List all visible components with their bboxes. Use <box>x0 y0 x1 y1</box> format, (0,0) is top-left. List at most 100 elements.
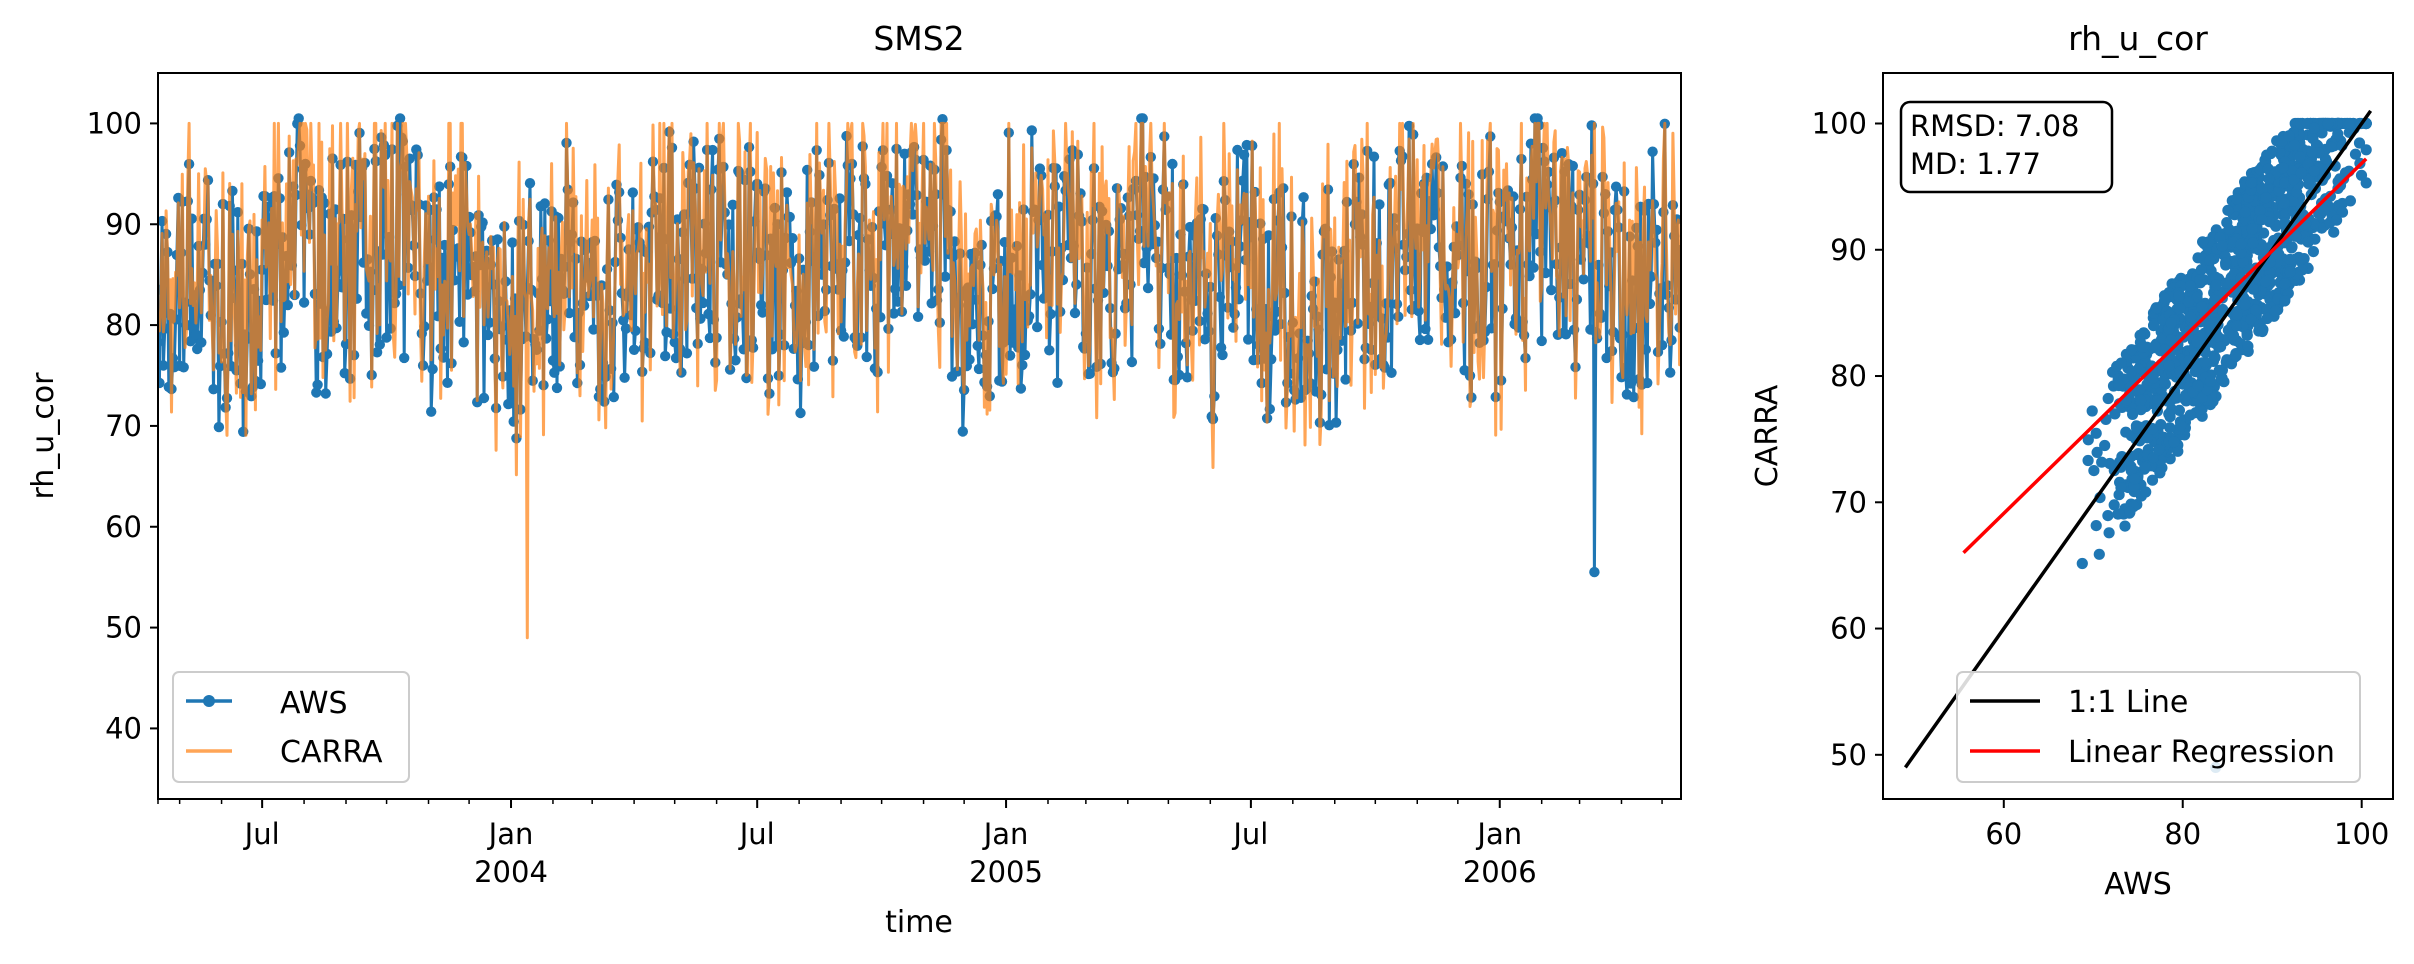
aws-point <box>628 344 640 355</box>
stats-box: RMSD: 7.08 MD: 1.77 <box>1899 100 2114 194</box>
scatter-point <box>2286 165 2298 177</box>
aws-point <box>1578 274 1589 285</box>
aws-point <box>458 337 469 348</box>
scatter-point <box>2168 436 2180 448</box>
scatter-point <box>2154 467 2166 479</box>
aws-point <box>1432 187 1443 199</box>
stats-rmsd: RMSD: 7.08 <box>1910 109 2079 143</box>
scatter-point <box>2235 247 2247 259</box>
aws-point <box>1429 204 1441 215</box>
scatter-point <box>2090 427 2102 439</box>
scatter-point <box>2215 341 2227 353</box>
aws-point <box>190 329 202 340</box>
scatter-point <box>2191 291 2203 304</box>
scatter-point <box>2239 298 2251 311</box>
scatter-point <box>2076 557 2088 570</box>
scatter-point <box>2246 223 2258 235</box>
y-tick-label: 90 <box>105 207 142 241</box>
scatter-point <box>2230 350 2242 362</box>
aws-point <box>1374 199 1385 210</box>
aws-point <box>1589 566 1600 578</box>
aws-point <box>612 215 624 226</box>
scatter-point <box>2223 223 2235 235</box>
scatter-y-ticks: 50 60 70 80 90 100 <box>1812 107 1883 772</box>
aws-point <box>1625 378 1637 389</box>
aws-point <box>992 189 1004 200</box>
aws-point <box>1560 329 1572 340</box>
scatter-point <box>2308 122 2320 134</box>
scatter-point <box>2279 209 2291 221</box>
aws-point <box>158 337 164 348</box>
timeseries-chart: SMS2 40 50 60 70 80 90 100 Jul Jan 2004 Jul Jan 200… <box>26 19 1682 940</box>
aws-point <box>707 144 718 156</box>
series-carra <box>158 121 1681 640</box>
aws-point <box>454 316 465 327</box>
aws-point <box>505 398 517 409</box>
scatter-point <box>2288 139 2301 151</box>
aws-point <box>320 388 331 399</box>
scatter-point <box>2137 341 2149 353</box>
scatter-point <box>2322 117 2334 130</box>
aws-point <box>1420 323 1431 335</box>
scatter-lines <box>1903 109 2373 769</box>
x-tick-year-label: 2006 <box>1463 855 1537 889</box>
aws-point <box>1019 349 1031 361</box>
scatter-legend: 1:1 Line Linear Regression <box>1956 671 2361 783</box>
timeseries-y-label: rh_u_cor <box>26 372 61 500</box>
scatter-point <box>2125 365 2137 378</box>
scatter-point <box>2152 395 2164 407</box>
scatter-point <box>2195 264 2207 276</box>
aws-point <box>1182 372 1193 383</box>
legend-regression-label: Linear Regression <box>2068 735 2335 770</box>
aws-point <box>912 311 924 322</box>
scatter-point <box>2185 311 2197 323</box>
scatter-point <box>2141 432 2154 444</box>
y-tick-label: 70 <box>105 409 142 443</box>
scatter-point <box>2278 197 2290 209</box>
scatter-y-tick-label: 90 <box>1830 233 1867 267</box>
scatter-x-tick-label: 60 <box>1985 817 2022 851</box>
scatter-point <box>2279 278 2291 290</box>
aws-point <box>427 363 438 375</box>
scatter-point <box>2287 195 2299 207</box>
aws-point <box>275 362 287 373</box>
aws-point <box>838 331 849 342</box>
scatter-point <box>2231 308 2243 321</box>
aws-point <box>484 317 495 328</box>
scatter-point <box>2204 254 2216 266</box>
x-tick-label: Jan <box>982 817 1029 851</box>
scatter-point <box>2134 329 2146 341</box>
scatter-point <box>2119 520 2131 532</box>
legend-identity-label: 1:1 Line <box>2068 685 2188 720</box>
scatter-point <box>2082 454 2094 467</box>
aws-point <box>937 114 948 125</box>
scatter-point <box>2108 499 2120 511</box>
scatter-point <box>2201 384 2213 396</box>
aws-point <box>1084 368 1096 379</box>
scatter-point <box>2184 409 2196 421</box>
aws-point <box>1413 305 1424 317</box>
scatter-point <box>2127 408 2139 420</box>
aws-point <box>478 392 490 404</box>
scatter-plot-area <box>1903 109 2373 774</box>
y-tick-label: 50 <box>105 611 142 645</box>
aws-point <box>158 360 169 371</box>
aws-point <box>940 271 951 282</box>
scatter-point <box>2222 204 2234 216</box>
aws-point <box>434 181 445 192</box>
aws-point <box>158 377 165 389</box>
aws-point <box>1126 356 1138 368</box>
aws-point <box>1665 367 1676 378</box>
aws-point <box>697 297 709 309</box>
scatter-point <box>2308 165 2320 177</box>
scatter-point <box>2109 408 2121 420</box>
scatter-point <box>2239 206 2251 218</box>
scatter-point <box>2153 444 2165 456</box>
y-tick-label: 60 <box>105 510 142 544</box>
scatter-point <box>2261 312 2273 325</box>
aws-point <box>1026 125 1038 136</box>
aws-point <box>1214 291 1226 303</box>
aws-point <box>1386 367 1397 378</box>
timeseries-plot-area <box>158 113 1681 640</box>
scatter-point <box>2199 356 2212 368</box>
